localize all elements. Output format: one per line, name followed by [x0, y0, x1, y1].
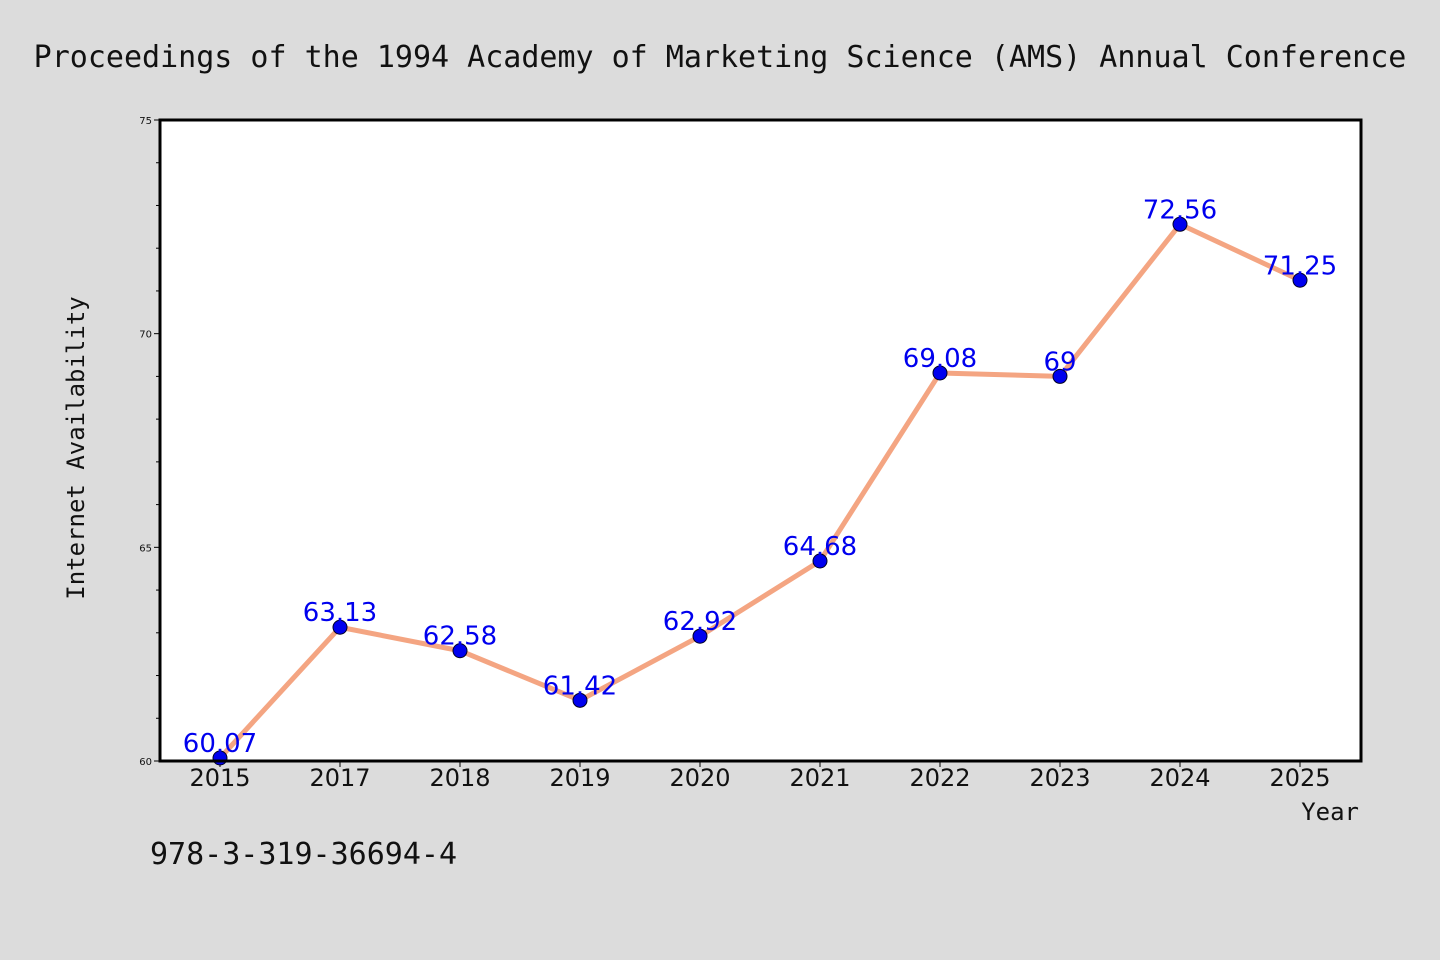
y-tick-label: 65 [139, 543, 152, 554]
y-tick-label: 60 [139, 757, 152, 768]
x-tick-label: 2018 [429, 764, 490, 792]
y-tick-label: 70 [139, 330, 152, 341]
x-tick-label: 2019 [549, 764, 610, 792]
x-tick-label: 2021 [789, 764, 850, 792]
x-axis-ticks: 2015 2017 2018 2019 2020 2021 2022 2023 2024 2025 [189, 761, 1331, 792]
isbn-text: 978-3-319-36694-4 [150, 837, 457, 872]
x-tick-label: 2022 [909, 764, 970, 792]
data-label: 63.13 [303, 598, 377, 628]
data-label: 62.58 [423, 622, 497, 652]
data-label: 72.56 [1143, 195, 1217, 225]
data-label: 60.07 [183, 729, 257, 759]
chart-title: Proceedings of the 1994 Academy of Marke… [34, 40, 1407, 75]
data-point [1172, 216, 1188, 232]
x-tick-label: 2017 [309, 764, 370, 792]
x-tick-label: 2024 [1149, 764, 1210, 792]
data-label: 64.68 [783, 532, 857, 562]
data-label: 69 [1043, 347, 1076, 377]
data-point [932, 365, 948, 381]
x-tick-label: 2023 [1029, 764, 1090, 792]
series-layer: 60.07 63.13 62.58 61.42 62.92 64.68 69.08 69 72.… [183, 195, 1337, 766]
y-tick-label: 75 [139, 116, 152, 127]
x-tick-label: 2025 [1269, 764, 1330, 792]
data-point [812, 553, 828, 569]
data-label: 61.42 [543, 671, 617, 701]
data-point [452, 643, 468, 659]
x-tick-label: 2015 [189, 764, 250, 792]
data-point [1292, 272, 1308, 288]
series-line [217, 221, 1303, 761]
data-label: 69.08 [903, 344, 977, 374]
data-point [1052, 368, 1068, 384]
x-tick-label: 2020 [669, 764, 730, 792]
y-axis-label: Internet Availability [62, 296, 90, 599]
data-label: 62.92 [663, 607, 737, 637]
data-point [572, 692, 588, 708]
data-label: 71.25 [1263, 251, 1337, 281]
y-axis-ticks: 60 65 70 75 [139, 116, 160, 768]
data-point [332, 619, 348, 635]
plot-area [160, 120, 1361, 761]
plot-frame [158, 118, 1363, 763]
x-axis-label: Year [1301, 798, 1359, 826]
data-point [692, 628, 708, 644]
